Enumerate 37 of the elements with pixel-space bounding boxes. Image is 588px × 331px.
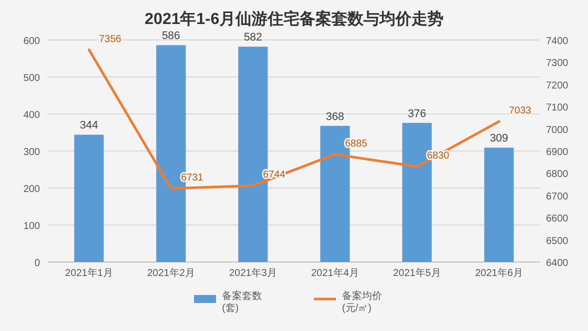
bar [74, 134, 104, 262]
y2-tick-label: 6800 [546, 169, 569, 180]
y2-tick-label: 6900 [546, 147, 569, 158]
data-label: 582 [244, 32, 262, 44]
x-tick-label: 2021年5月 [393, 267, 441, 279]
data-label: 7356 [99, 34, 122, 45]
x-tick-label: 2021年1月 [65, 267, 113, 279]
y-tick-label: 0 [34, 258, 40, 269]
y2-tick-label: 6500 [546, 236, 569, 247]
data-label: 344 [80, 120, 98, 132]
chart-title: 2021年1-6月仙游住宅备案套数与均价走势 [144, 9, 444, 28]
y2-tick-label: 7300 [546, 58, 569, 70]
y2-tick-label: 7100 [546, 102, 569, 114]
y2-tick-label: 6400 [546, 258, 569, 269]
y2-tick-label: 7400 [546, 36, 569, 47]
x-tick-label: 2021年6月 [475, 267, 523, 279]
data-label: 309 [490, 132, 508, 145]
y-tick-label: 500 [23, 73, 40, 84]
bar [484, 148, 514, 262]
legend-label: 备案套数(套) [222, 290, 262, 314]
y-tick-label: 600 [23, 36, 40, 47]
y2-tick-label: 7200 [546, 80, 569, 92]
y2-tick-label: 6700 [546, 191, 569, 202]
data-label: 368 [326, 110, 344, 123]
x-tick-label: 2021年2月 [147, 267, 195, 279]
y-tick-label: 200 [23, 184, 40, 195]
data-label: 376 [408, 108, 426, 120]
x-tick-label: 2021年4月 [311, 267, 359, 279]
y-tick-label: 400 [23, 110, 40, 121]
data-label: 586 [162, 30, 180, 42]
y-tick-label: 100 [23, 221, 40, 232]
legend-label: 备案均价(元/㎡) [342, 290, 382, 314]
x-tick-label: 2021年3月 [229, 267, 277, 279]
data-label: 7033 [509, 105, 532, 116]
y2-tick-label: 6600 [546, 214, 569, 225]
y-tick-label: 300 [23, 147, 40, 158]
y2-tick-label: 7000 [546, 124, 569, 136]
